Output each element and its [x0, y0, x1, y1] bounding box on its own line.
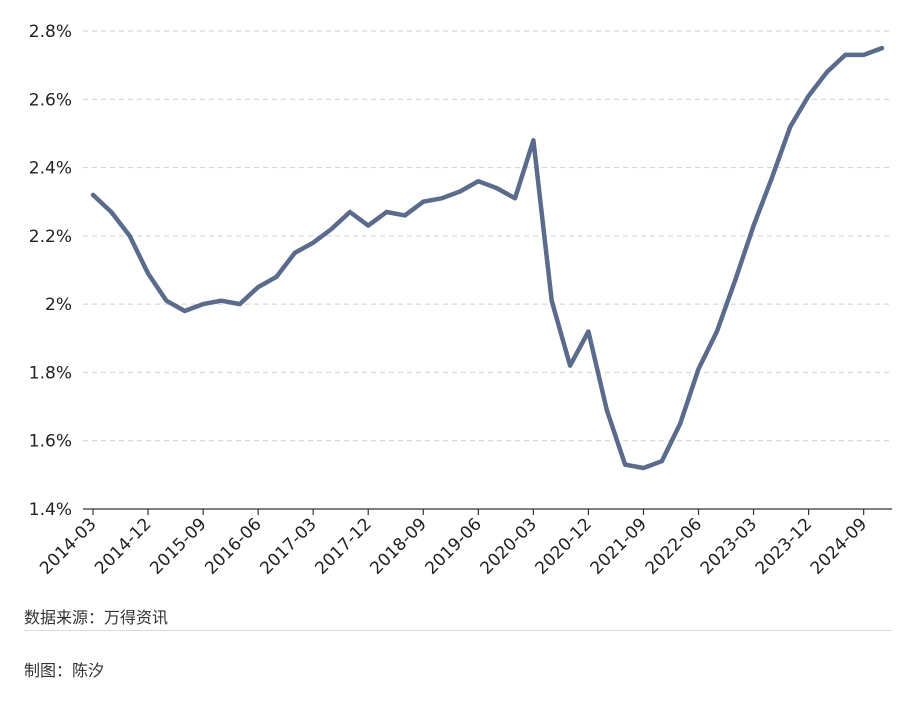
data-source-note: 数据来源：万得资讯	[24, 608, 169, 627]
y-tick-label: 2.6%	[29, 90, 72, 110]
x-tick-label: 2020-12	[532, 514, 596, 578]
y-axis-ticks: 1.4% 1.6% 1.8% 2% 2.2% 2.4% 2.6% 2.8%	[29, 22, 72, 520]
y-tick-label: 2.4%	[29, 159, 72, 179]
x-tick-label: 2020-03	[477, 514, 541, 578]
x-tick-label: 2021-09	[587, 514, 651, 578]
x-tick-label: 2014-03	[36, 514, 100, 578]
x-tick-label: 2023-12	[752, 514, 816, 578]
x-tick-label: 2023-03	[697, 514, 761, 578]
y-tick-label: 1.8%	[29, 363, 72, 383]
x-axis-ticks: 2014-032014-122015-092016-062017-032017-…	[36, 509, 871, 579]
x-tick-label: 2017-03	[256, 514, 320, 578]
y-tick-label: 1.6%	[29, 432, 72, 452]
x-tick-label: 2017-12	[311, 514, 375, 578]
y-tick-label: 2.8%	[29, 22, 72, 42]
footer-divider	[24, 630, 892, 631]
y-tick-label: 2.2%	[29, 227, 72, 247]
x-tick-label: 2018-09	[366, 514, 430, 578]
y-tick-label: 2%	[45, 295, 72, 315]
x-tick-label: 2022-06	[642, 514, 706, 578]
x-tick-label: 2024-09	[807, 514, 871, 578]
series-line	[90, 45, 885, 471]
y-tick-label: 1.4%	[29, 500, 72, 520]
x-tick-label: 2016-06	[201, 514, 265, 578]
grid-lines	[83, 30, 892, 442]
author-credit: 制图：陈汐	[24, 661, 105, 680]
x-tick-label: 2019-06	[421, 514, 485, 578]
x-tick-label: 2015-09	[146, 514, 210, 578]
series-layer	[90, 45, 885, 471]
line-chart: 1.4%1.6%1.8%2%2.2%2.4%2.6%2.8% 2014-0320…	[29, 22, 892, 579]
x-tick-label: 2014-12	[91, 514, 155, 578]
